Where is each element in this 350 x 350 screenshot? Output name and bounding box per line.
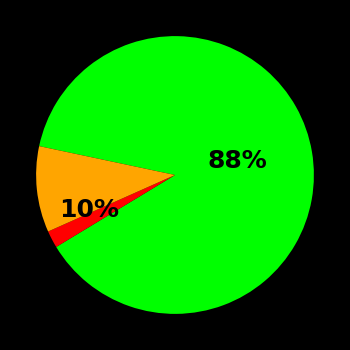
Text: 10%: 10% (59, 198, 119, 222)
Wedge shape (48, 175, 175, 247)
Wedge shape (36, 146, 175, 231)
Wedge shape (39, 36, 314, 314)
Text: 88%: 88% (208, 149, 267, 173)
